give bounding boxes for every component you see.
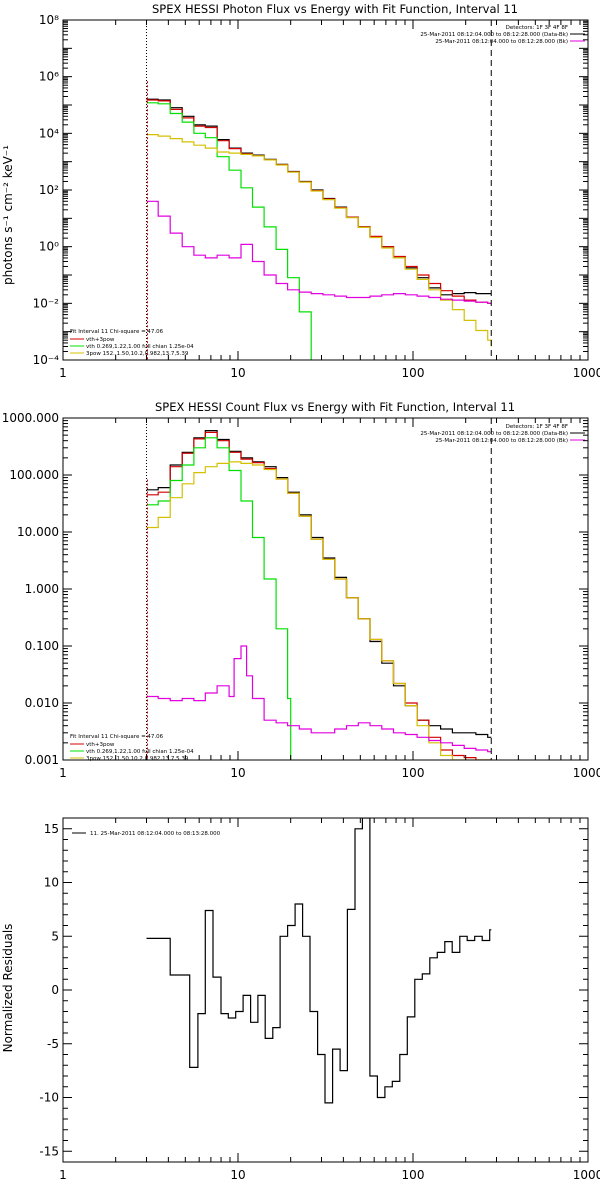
series-line-1 [146,99,492,304]
photon-flux-panel: SPEX HESSI Photon Flux vs Energy with Fi… [1,2,600,380]
legend-bk: 25-Mar-2011 08:12:04.000 to 08:12:28.000… [435,438,568,444]
y-tick-label: 10⁴ [39,126,59,140]
y-tick-label: 15 [44,822,59,836]
y-tick-label: 10⁰ [39,240,59,254]
y-tick-label: 10⁶ [39,70,59,84]
series-line-0 [146,818,492,1104]
legend-data-bk: 25-Mar-2011 08:12:04.000 to 08:12:28.000… [420,431,568,437]
legend-total: vth+3pow [86,742,115,748]
plot-frame [62,19,589,361]
y-tick-label: 10⁸ [39,13,59,27]
y-tick-label: -15 [39,1144,59,1158]
legend-fit-interval: Fit Interval 11 Chi-square = 47.06 [70,329,164,335]
series-line-2 [146,437,292,760]
legend-detectors: Detectors: 1F 3F 4F 8F [506,25,568,31]
legend-detectors: Detectors: 1F 3F 4F 8F [506,424,568,430]
y-tick-label: 0.001 [25,753,59,767]
y-tick-label: 10 [44,876,59,890]
plot-frame [62,417,589,761]
series-line-3 [146,134,492,347]
x-tick-label: 100 [402,366,425,380]
x-tick-label: 1000 [573,1168,600,1182]
legend-interval: 11. 25-Mar-2011 08:12:04.000 to 08:13:28… [90,831,221,837]
y-axis-label: photons s⁻¹ cm⁻² keV⁻¹ [1,145,15,285]
chart-title: SPEX HESSI Count Flux vs Energy with Fit… [155,400,515,414]
residuals-panel: Normalized Residuals 11. 25-Mar-2011 08:… [1,817,600,1182]
y-tick-label: 0 [51,983,59,997]
series-line-0 [146,98,492,296]
legend-top: Detectors: 1F 3F 4F 8F 25-Mar-2011 08:12… [420,25,585,45]
series-line-1 [146,431,492,760]
x-tick-label: 1000 [573,366,600,380]
y-tick-label: 10² [39,183,59,197]
legend-total: vth+3pow [86,337,115,343]
y-tick-label: 5 [51,929,59,943]
y-tick-label: 10⁻⁴ [33,353,60,367]
legend-thermal: vth 0.269,1.22,1.00 full chian 1.25e-04 [86,749,194,755]
legend-powerlaw: 3pow 152.,1.50,10.2,0.982,13.7,5.39 [86,351,189,357]
legend-powerlaw: 3pow 152.,1.50,10.2,0.982,13.7,5.39 [86,756,189,762]
chart-title: SPEX HESSI Photon Flux vs Energy with Fi… [152,2,518,16]
legend-data-bk: 25-Mar-2011 08:12:04.000 to 08:12:28.000… [420,32,568,38]
plot-frame [62,817,589,1163]
legend-top: 11. 25-Mar-2011 08:12:04.000 to 08:13:28… [72,831,221,837]
series-group [146,430,492,760]
legend-fit-interval: Fit Interval 11 Chi-square = 47.06 [70,734,164,740]
x-tick-label: 1000 [573,766,600,780]
x-tick-label: 10 [230,766,245,780]
series-line-2 [146,102,312,360]
series-line-0 [146,430,492,738]
y-tick-label: 100.000 [9,468,59,482]
series-line-3 [146,461,492,760]
y-tick-label: 0.010 [25,696,59,710]
y-tick-label: 1000.000 [2,411,59,425]
y-tick-label: 10⁻² [33,296,60,310]
x-tick-label: 100 [402,1168,425,1182]
legend-bottom: Fit Interval 11 Chi-square = 47.06 vth+3… [70,329,194,357]
x-tick-label: 1 [59,1168,67,1182]
y-tick-label: 10.000 [17,525,59,539]
series-group [146,98,492,360]
count-flux-panel: SPEX HESSI Count Flux vs Energy with Fit… [2,400,600,780]
series-line-4 [146,645,492,753]
legend-thermal: vth 0.269,1.22,1.00 full chian 1.25e-04 [86,344,194,350]
legend-bk: 25-Mar-2011 08:12:04.000 to 08:12:28.000… [435,39,568,45]
legend-top: Detectors: 1F 3F 4F 8F 25-Mar-2011 08:12… [420,424,585,444]
x-tick-label: 1 [59,366,67,380]
legend-bottom: Fit Interval 11 Chi-square = 47.06 vth+3… [70,734,194,762]
x-tick-label: 10 [230,1168,245,1182]
y-tick-label: -10 [39,1091,59,1105]
y-tick-label: 0.100 [25,639,59,653]
series-group [146,818,492,1104]
y-axis-label: Normalized Residuals [1,924,15,1053]
x-tick-label: 100 [402,766,425,780]
x-tick-label: 1 [59,766,67,780]
x-tick-label: 10 [230,366,245,380]
series-line-4 [146,200,492,304]
y-tick-label: 1.000 [25,582,59,596]
y-tick-label: -5 [47,1037,59,1051]
